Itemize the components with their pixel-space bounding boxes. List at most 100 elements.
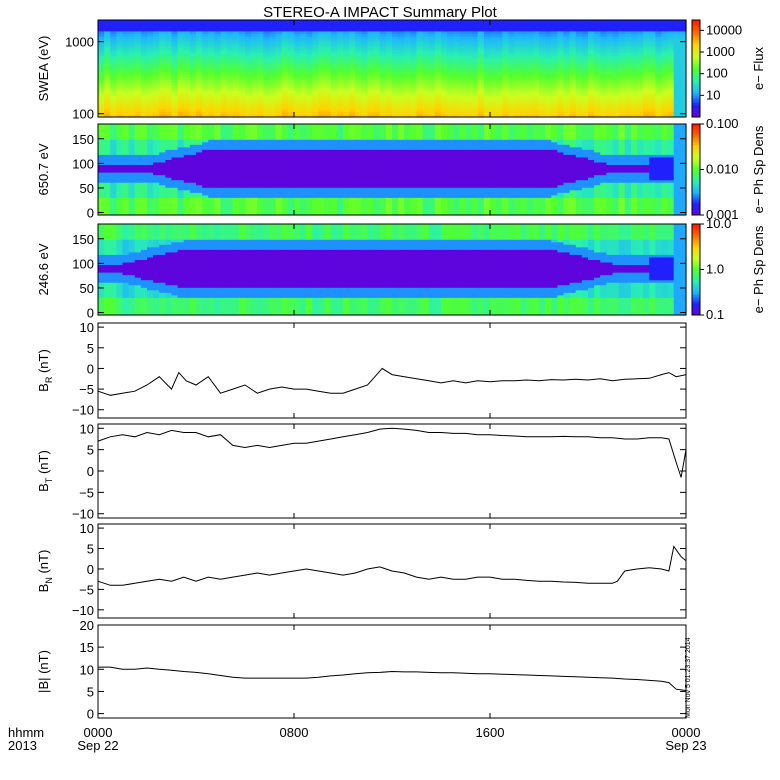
heatmap-cell bbox=[110, 20, 117, 24]
heatmap-cell bbox=[496, 38, 503, 43]
heatmap-cell bbox=[434, 90, 442, 94]
heatmap-cell bbox=[294, 63, 301, 67]
heatmap-cell bbox=[655, 84, 663, 88]
heatmap-cell bbox=[655, 71, 663, 75]
heatmap-cell bbox=[502, 95, 509, 99]
heatmap-cell bbox=[171, 100, 179, 105]
heatmap-cell bbox=[514, 38, 522, 43]
heatmap-cell bbox=[557, 49, 565, 53]
heatmap-cell bbox=[159, 57, 166, 62]
heatmap-cell bbox=[545, 68, 552, 72]
heatmap-cell bbox=[355, 60, 362, 64]
heatmap-cell bbox=[679, 68, 687, 72]
heatmap-cell bbox=[336, 98, 344, 102]
heatmap-cell bbox=[459, 114, 467, 118]
heatmap-cell bbox=[232, 73, 240, 78]
heatmap-cell bbox=[545, 33, 552, 37]
heatmap-cell bbox=[116, 28, 124, 32]
heatmap-cell bbox=[189, 103, 197, 107]
heatmap-cell bbox=[520, 106, 528, 110]
heatmap-cell bbox=[643, 73, 650, 78]
heatmap-cell bbox=[251, 46, 258, 51]
heatmap-cell bbox=[367, 76, 375, 80]
heatmap-cell bbox=[526, 95, 534, 99]
heatmap-cell bbox=[453, 20, 460, 24]
heatmap-cell bbox=[434, 76, 442, 80]
heatmap-cell bbox=[257, 79, 264, 83]
heatmap-cell bbox=[355, 71, 362, 75]
heatmap-cell bbox=[508, 106, 516, 110]
heatmap-cell bbox=[563, 71, 571, 75]
heatmap-cell bbox=[618, 108, 626, 113]
heatmap-cell bbox=[214, 25, 222, 29]
heatmap-cell bbox=[214, 92, 222, 97]
heatmap-cell bbox=[343, 114, 350, 118]
heatmap-cell bbox=[245, 25, 252, 29]
heatmap-cell bbox=[453, 106, 460, 110]
heatmap-cell bbox=[189, 100, 197, 105]
heatmap-cell bbox=[441, 81, 448, 86]
heatmap-cell bbox=[453, 41, 460, 45]
heatmap-cell bbox=[159, 20, 166, 24]
heatmap-cell bbox=[330, 114, 338, 118]
heatmap-cell bbox=[373, 108, 381, 113]
heatmap-cell bbox=[594, 57, 601, 62]
heatmap-cell bbox=[624, 57, 632, 62]
heatmap-cell bbox=[183, 52, 191, 56]
heatmap-cell bbox=[588, 55, 595, 59]
heatmap-cell bbox=[441, 25, 448, 29]
heatmap-cell bbox=[661, 71, 669, 75]
heatmap-cell bbox=[294, 41, 301, 45]
heatmap-cell bbox=[520, 87, 528, 91]
heatmap-cell bbox=[263, 36, 271, 40]
heatmap-cell bbox=[575, 63, 583, 67]
heatmap-cell bbox=[679, 87, 687, 91]
heatmap-cell bbox=[373, 81, 381, 86]
heatmap-cell bbox=[330, 68, 338, 72]
heatmap-cell bbox=[355, 20, 362, 24]
heatmap-cell bbox=[208, 57, 215, 62]
heatmap-cell bbox=[367, 84, 375, 88]
heatmap-cell bbox=[300, 52, 307, 56]
heatmap-cell bbox=[98, 100, 105, 105]
heatmap-cell bbox=[281, 44, 289, 48]
heatmap-cell bbox=[208, 81, 215, 86]
heatmap-cell bbox=[422, 79, 430, 83]
heatmap-cell bbox=[483, 46, 491, 51]
heatmap-cell bbox=[343, 22, 350, 26]
heatmap-cell bbox=[459, 73, 467, 78]
heatmap-cell bbox=[465, 46, 473, 51]
heatmap-cell bbox=[612, 41, 620, 45]
heatmap-cell bbox=[128, 204, 136, 209]
heatmap-cell bbox=[520, 84, 528, 88]
heatmap-cell bbox=[539, 63, 546, 67]
heatmap-cell bbox=[661, 55, 669, 59]
heatmap-cell bbox=[183, 28, 191, 32]
heatmap-cell bbox=[232, 76, 240, 80]
heatmap-cell bbox=[637, 103, 644, 107]
heatmap-cell bbox=[159, 81, 166, 86]
heatmap-cell bbox=[539, 30, 546, 35]
heatmap-cell bbox=[392, 60, 399, 64]
heatmap-cell bbox=[618, 71, 626, 75]
heatmap-cell bbox=[140, 49, 148, 53]
heatmap-cell bbox=[490, 68, 497, 72]
heatmap-cell bbox=[336, 36, 344, 40]
heatmap-cell bbox=[189, 41, 197, 45]
colorbar-band bbox=[692, 102, 700, 106]
heatmap-cell bbox=[453, 28, 460, 32]
heatmap-cell bbox=[385, 38, 393, 43]
heatmap-cell bbox=[649, 92, 656, 97]
heatmap-cell bbox=[434, 92, 442, 97]
heatmap-cell bbox=[588, 73, 595, 78]
heatmap-cell bbox=[661, 84, 669, 88]
heatmap-cell bbox=[600, 68, 607, 72]
heatmap-cell bbox=[153, 28, 160, 32]
heatmap-cell bbox=[128, 129, 136, 133]
heatmap-cell bbox=[281, 60, 289, 64]
plot-title: STEREO-A IMPACT Summary Plot bbox=[263, 4, 497, 21]
heatmap-cell bbox=[318, 87, 326, 91]
heatmap-cell bbox=[116, 187, 124, 191]
heatmap-cell bbox=[514, 25, 522, 29]
heatmap-cell bbox=[630, 90, 638, 94]
